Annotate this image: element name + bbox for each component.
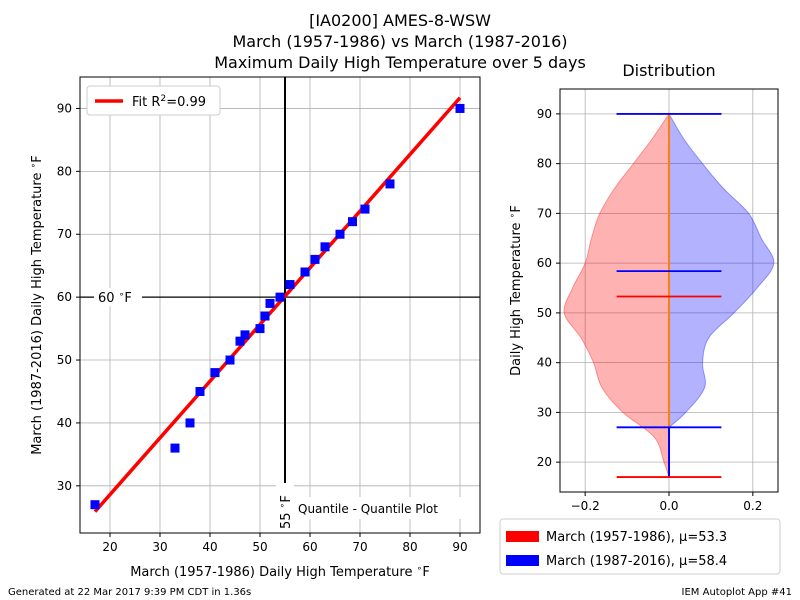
qq-point	[335, 229, 345, 239]
chart-title-line-1: [IA0200] AMES-8-WSW	[309, 11, 491, 30]
qq-point	[348, 217, 357, 227]
qq-x-tick-label: 30	[152, 540, 167, 554]
qq-y-tick-label: 60	[57, 290, 72, 304]
qq-point	[195, 386, 205, 396]
violin-y-tick-label: 90	[537, 107, 552, 121]
qq-point	[260, 311, 270, 321]
violin-y-tick-label: 30	[537, 405, 552, 419]
violin-title: Distribution	[622, 61, 715, 80]
violin-legend-label: March (1957-1986), μ=53.3	[546, 530, 727, 545]
violin-y-tick-label: 20	[537, 455, 552, 469]
qq-point	[90, 500, 100, 510]
violin-y-tick-label: 60	[537, 256, 552, 270]
violin-y-tick-label: 50	[537, 306, 552, 320]
qq-point	[310, 254, 320, 264]
qq-point	[285, 280, 295, 290]
violin-legend-label: March (1987-2016), μ=58.4	[546, 554, 727, 569]
violin-legend-box	[499, 518, 781, 575]
violin-y-tick-label: 80	[537, 157, 552, 171]
chart-title-line-2: March (1957-1986) vs March (1987-2016)	[232, 32, 567, 51]
violin-x-tick-label: 0.0	[659, 499, 678, 513]
qq-x-tick-label: 70	[352, 540, 367, 554]
vline-label-box	[276, 483, 294, 533]
violin-x-tick-label: 0.2	[743, 499, 762, 513]
qq-x-tick-label: 40	[202, 540, 217, 554]
qq-x-tick-label: 90	[452, 540, 467, 554]
qq-fit-line	[93, 96, 462, 513]
qq-point	[360, 204, 370, 214]
qq-point	[235, 336, 245, 346]
violin-body-right	[668, 112, 775, 429]
qq-point	[240, 330, 250, 340]
qq-point	[210, 368, 220, 378]
footer-app-text: IEM Autoplot App #41	[682, 587, 792, 598]
qq-point	[275, 292, 285, 302]
violin-x-tick-label: −0.2	[571, 499, 600, 513]
qq-point	[170, 443, 180, 453]
qq-y-axis-label: March (1987-2016) Daily High Temperature…	[29, 155, 45, 455]
footer-generated-text: Generated at 22 Mar 2017 9:39 PM CDT in …	[8, 587, 251, 598]
qq-axes-frame	[79, 76, 481, 534]
qq-point	[225, 355, 235, 365]
qq-subtitle-box	[294, 497, 464, 519]
qq-plot-panel: 60 ∘F 55 ∘F Quantile - Quantile Plot 20 30 40…	[29, 76, 481, 580]
qq-y-tick-label: 90	[57, 101, 72, 115]
violin-legend-swatch	[506, 531, 539, 542]
qq-point	[265, 298, 275, 308]
qq-legend-label: Fit R2=0.99	[132, 94, 206, 110]
qq-x-tick-label: 80	[402, 540, 417, 554]
qq-x-tick-label: 50	[252, 540, 267, 554]
qq-legend-box	[86, 85, 221, 116]
qq-point	[455, 103, 465, 113]
violin-plot-panel: −0.2 0.0 0.2 20 30 40 50 60 70 80 90 Distribution Da…	[499, 61, 781, 575]
hline-label: 60 ∘F	[98, 290, 132, 306]
violin-y-axis-label: Daily High Temperature ∘F	[508, 205, 524, 376]
violin-y-tick-label: 70	[537, 206, 552, 220]
qq-x-tick-label: 20	[102, 540, 117, 554]
qq-y-tick-label: 70	[57, 227, 72, 241]
violin-body-left	[563, 112, 670, 478]
qq-x-axis-label: March (1957-1986) Daily High Temperature…	[130, 564, 430, 580]
violin-y-tick-label: 40	[537, 356, 552, 370]
hline-label-box	[94, 288, 142, 307]
qq-point	[385, 179, 395, 189]
qq-y-tick-label: 50	[57, 353, 72, 367]
qq-x-tick-label: 60	[302, 540, 317, 554]
qq-point	[300, 267, 310, 277]
violin-legend-swatch	[506, 555, 539, 566]
qq-y-tick-label: 30	[57, 479, 72, 493]
qq-subtitle: Quantile - Quantile Plot	[298, 502, 438, 516]
qq-point	[185, 418, 195, 428]
qq-y-tick-label: 80	[57, 164, 72, 178]
qq-point	[255, 324, 265, 334]
vline-label: 55 ∘F	[278, 495, 294, 529]
qq-point	[320, 242, 330, 252]
chart-title-line-3: Maximum Daily High Temperature over 5 da…	[214, 53, 586, 72]
qq-y-tick-label: 40	[57, 416, 72, 430]
